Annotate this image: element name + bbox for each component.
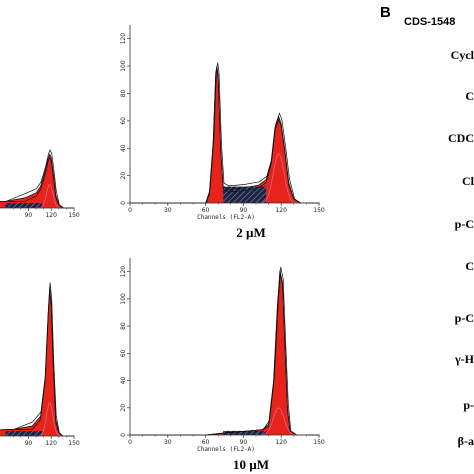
- y-tick-label: 20: [120, 172, 127, 180]
- x-axis-title-top: Channels (FL2-A): [197, 214, 255, 221]
- blot-label: p-C: [455, 311, 474, 325]
- y-tick-label: 40: [120, 377, 127, 385]
- s-phase-hatch: [5, 202, 43, 208]
- x-tick-label: 120: [275, 439, 287, 446]
- x-tick-label: 120: [45, 440, 57, 447]
- cell-line-label: CDS-1548: [404, 16, 455, 28]
- blot-label: Cl: [462, 174, 474, 188]
- x-axis-title-bottom: Channels (FL2-A): [197, 446, 255, 453]
- x-tick-label: 90: [240, 207, 248, 214]
- y-tick-label: 0: [120, 201, 127, 205]
- x-tick-label: 90: [25, 440, 33, 447]
- x-tick-label: 150: [68, 212, 80, 219]
- blot-label: C: [465, 89, 474, 103]
- histogram-right-top: 0 30 60 90 120 150 0 20 40 60 80 100 120: [120, 25, 325, 214]
- y-tick-label: 120: [120, 266, 127, 278]
- y-tick-label: 40: [120, 144, 127, 152]
- panel-b-letter: B: [380, 4, 391, 21]
- histogram-trace: [130, 272, 319, 436]
- x-tick-label: 60: [202, 439, 210, 446]
- histogram-fill: [130, 270, 319, 435]
- histogram-fill: [130, 66, 319, 203]
- y-tick-label: 60: [120, 349, 127, 357]
- x-tick-label: 30: [164, 207, 172, 214]
- x-tick-label: 150: [313, 207, 325, 214]
- x-tick-label: 150: [313, 439, 325, 446]
- x-tick-label: 60: [202, 207, 210, 214]
- x-tick-label: 120: [45, 212, 57, 219]
- histogram-trace: [0, 282, 75, 437]
- condition-label-10um: 10 µM: [233, 457, 269, 472]
- y-tick-label: 100: [120, 60, 127, 72]
- blot-label: β-a: [458, 434, 474, 448]
- histogram-trace: [130, 266, 320, 436]
- x-tick-label: 30: [164, 439, 172, 446]
- y-tick-label: 20: [120, 404, 127, 412]
- histogram-left-top: 90 120 150: [0, 149, 80, 219]
- histogram-fill: [0, 154, 74, 208]
- x-tick-label: 0: [128, 207, 132, 214]
- blot-label: p-C: [455, 217, 474, 231]
- x-tick-label: 90: [25, 212, 33, 219]
- y-tick-label: 100: [120, 293, 127, 305]
- histogram-trace: [130, 270, 319, 436]
- blot-label-list: Cycl C CDC Cl p-C Cp-C γ-H p-β-a: [448, 48, 474, 448]
- histogram-trace: [0, 286, 74, 437]
- y-tick-label: 120: [120, 33, 127, 45]
- x-tick-label: 120: [275, 207, 287, 214]
- condition-label-2um: 2 µM: [236, 225, 266, 240]
- blot-label: p-: [463, 398, 474, 412]
- blot-label: γ-H: [454, 352, 474, 366]
- y-tick-label: 0: [120, 433, 127, 437]
- x-tick-label: 90: [240, 439, 248, 446]
- histogram-fill: [0, 286, 74, 436]
- y-tick-label: 80: [120, 89, 127, 97]
- s-phase-hatch: [5, 431, 43, 436]
- histogram-trace: [0, 149, 75, 209]
- blot-label: CDC: [448, 131, 474, 145]
- blot-label: Cycl: [451, 48, 474, 62]
- blot-label: C: [465, 259, 474, 273]
- histogram-right-bottom: 0 30 60 90 120 150 0 20 40 60 80 100 120: [120, 258, 325, 446]
- histogram-left-bottom: 90 120 150: [0, 282, 80, 447]
- histogram-trace: [130, 68, 319, 204]
- y-tick-label: 60: [120, 117, 127, 125]
- histogram-trace: [130, 62, 320, 204]
- x-tick-label: 0: [128, 439, 132, 446]
- histogram-trace: [0, 156, 74, 209]
- s-phase-hatch: [223, 430, 267, 435]
- histogram-trace: [0, 289, 74, 437]
- y-tick-label: 80: [120, 322, 127, 330]
- s-phase-hatch: [223, 186, 267, 203]
- x-tick-label: 150: [68, 440, 80, 447]
